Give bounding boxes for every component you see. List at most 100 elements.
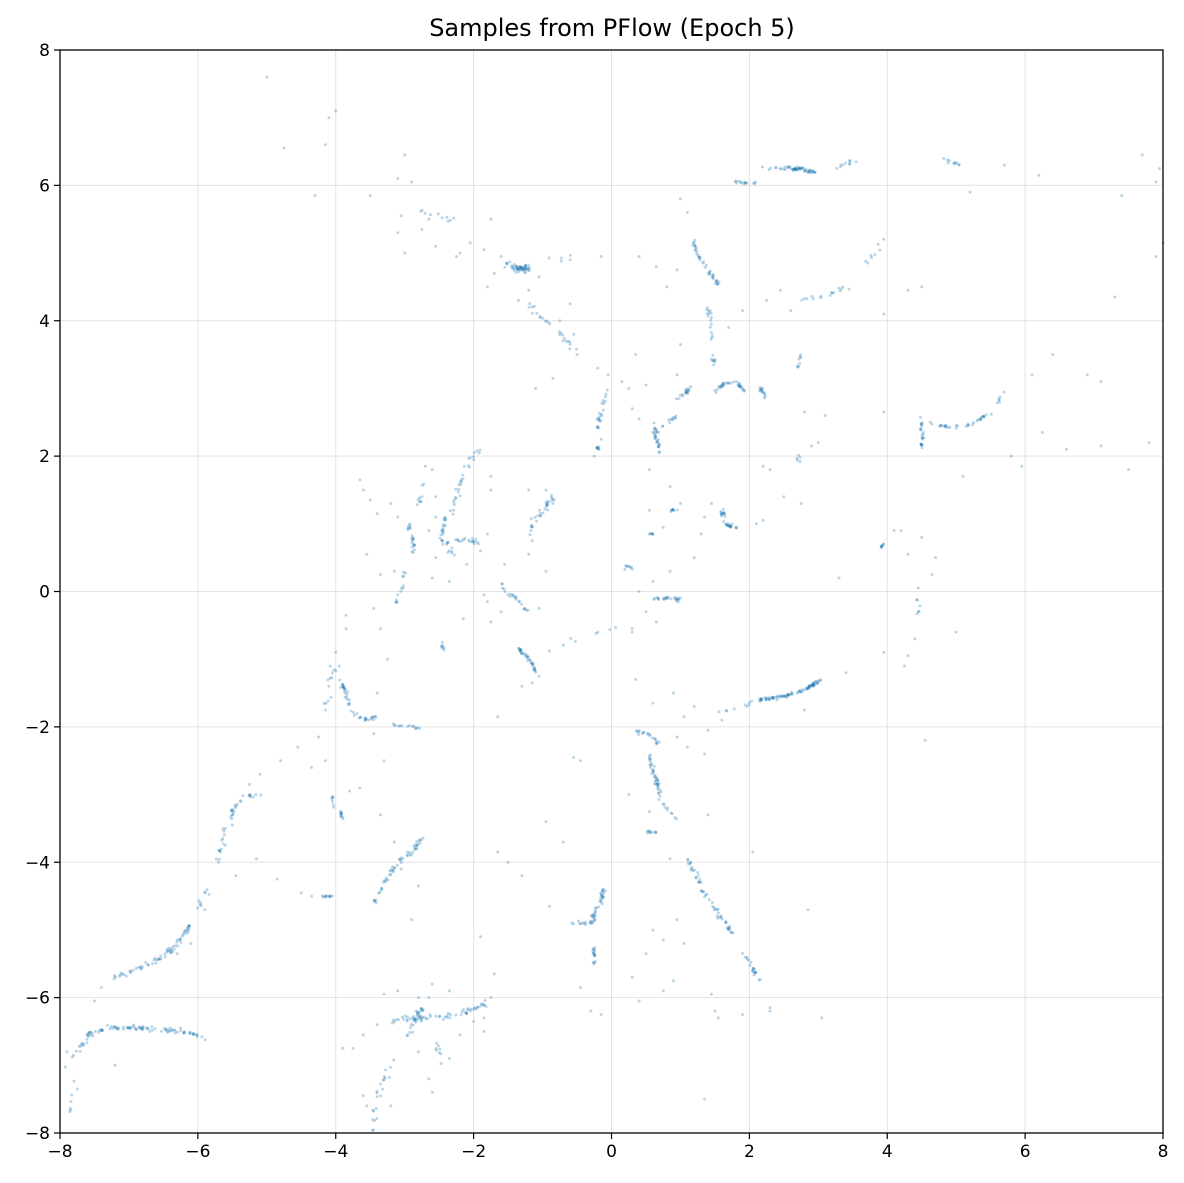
data-point <box>537 674 541 678</box>
data-point <box>561 339 565 343</box>
data-point <box>520 652 524 656</box>
data-point <box>758 978 762 982</box>
data-point <box>673 816 677 820</box>
data-point <box>173 1031 177 1035</box>
data-point <box>695 250 699 254</box>
data-point <box>454 1013 458 1017</box>
data-point <box>528 658 532 662</box>
data-point <box>654 782 658 786</box>
data-point <box>820 1016 824 1020</box>
data-point <box>410 550 414 554</box>
data-point <box>685 745 689 749</box>
data-point <box>453 495 457 499</box>
data-point <box>355 712 359 716</box>
data-point <box>651 579 655 583</box>
data-point <box>689 867 693 871</box>
data-point <box>634 677 638 681</box>
data-point <box>670 508 674 512</box>
data-point <box>698 258 702 262</box>
data-point <box>669 597 673 601</box>
data-point <box>797 357 801 361</box>
data-point <box>671 416 675 420</box>
data-point <box>406 525 410 529</box>
data-point <box>674 397 678 401</box>
data-point <box>139 1027 143 1031</box>
data-point <box>923 738 927 742</box>
data-point <box>416 1050 420 1054</box>
data-point <box>650 532 654 536</box>
data-point <box>715 279 719 283</box>
data-point <box>657 451 661 455</box>
data-point <box>760 165 764 169</box>
data-point <box>75 1087 79 1091</box>
data-point <box>520 265 524 269</box>
data-point <box>345 695 349 699</box>
data-point <box>524 263 528 267</box>
data-point <box>185 926 189 930</box>
data-point <box>423 211 427 215</box>
data-point <box>342 689 346 693</box>
data-point <box>235 802 239 806</box>
data-point <box>786 693 790 697</box>
data-point <box>100 1028 104 1032</box>
data-point <box>254 793 258 797</box>
data-point <box>764 698 768 702</box>
data-point <box>247 794 251 798</box>
data-point <box>939 423 943 427</box>
data-point <box>838 289 842 293</box>
data-point <box>147 963 151 967</box>
data-point <box>938 423 942 427</box>
data-point <box>672 691 676 695</box>
data-point <box>363 716 367 720</box>
data-point <box>651 701 655 705</box>
data-point <box>384 1068 388 1072</box>
data-point <box>179 1029 183 1033</box>
data-point <box>743 955 747 959</box>
data-point <box>86 1034 90 1038</box>
data-point <box>187 924 191 928</box>
data-point <box>689 861 693 865</box>
data-point <box>1064 447 1068 451</box>
data-point <box>418 838 422 842</box>
data-point <box>328 664 332 668</box>
data-point <box>810 684 814 688</box>
data-point <box>694 246 698 250</box>
data-point <box>882 542 886 546</box>
data-point <box>882 650 886 654</box>
data-point <box>759 698 763 702</box>
data-point <box>417 500 421 504</box>
data-point <box>650 762 654 766</box>
data-point <box>422 1015 426 1019</box>
data-point <box>166 1029 170 1033</box>
data-point <box>448 218 452 222</box>
data-point <box>341 817 345 821</box>
data-point <box>99 985 103 989</box>
data-point <box>517 266 521 270</box>
data-point <box>68 1106 72 1110</box>
data-point <box>720 514 724 518</box>
data-point <box>809 444 813 448</box>
data-point <box>398 724 402 728</box>
data-point <box>390 1021 394 1025</box>
data-point <box>343 695 347 699</box>
data-point <box>768 1006 772 1010</box>
data-point <box>966 422 970 426</box>
data-point <box>249 794 253 798</box>
data-point <box>627 386 631 390</box>
data-point <box>399 867 403 871</box>
data-point <box>628 565 632 569</box>
data-point <box>163 955 167 959</box>
data-point <box>596 425 600 429</box>
data-point <box>675 817 679 821</box>
x-tick-label: −6 <box>185 1142 210 1162</box>
data-point <box>946 425 950 429</box>
data-point <box>754 970 758 974</box>
data-point <box>541 511 545 515</box>
data-point <box>394 1018 398 1022</box>
data-point <box>703 1097 707 1101</box>
data-point <box>807 170 811 174</box>
data-point <box>508 595 512 599</box>
data-point <box>675 268 679 272</box>
data-point <box>763 394 767 398</box>
data-point <box>410 540 414 544</box>
